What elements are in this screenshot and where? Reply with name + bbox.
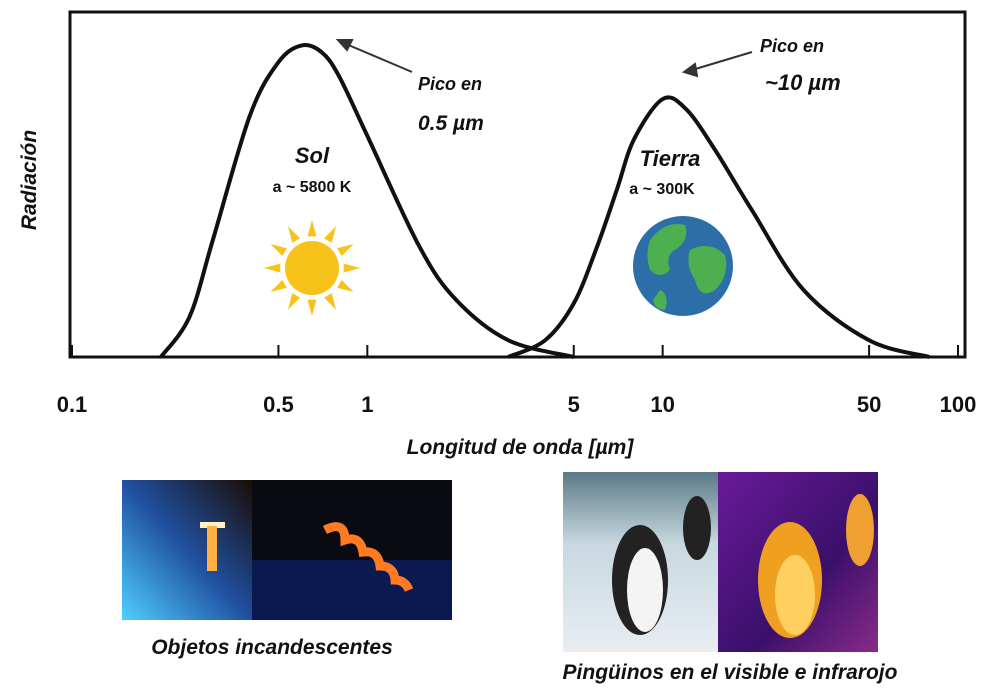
sun-ray	[270, 280, 286, 292]
series-note: a ~ 300K	[629, 181, 695, 198]
sun-ray	[324, 226, 336, 242]
x-tick-label: 10	[650, 392, 674, 417]
series-label: Sol	[295, 143, 330, 168]
annotation: Pico en	[760, 36, 824, 56]
earth-icon	[633, 216, 733, 316]
annotation: 0.5 µm	[418, 112, 484, 135]
plot-frame	[70, 12, 965, 357]
sun-ray	[288, 293, 300, 309]
y-axis-label: Radiación	[18, 130, 41, 230]
sun-ray	[308, 300, 317, 316]
x-tick-label: 50	[857, 392, 881, 417]
x-tick-label: 5	[568, 392, 580, 417]
series-note: a ~ 5800 K	[273, 179, 352, 196]
image-caption: Pingüinos en el visible e infrarojo	[563, 661, 898, 684]
x-tick-label: 0.1	[57, 392, 88, 417]
x-axis-label: Longitud de onda [µm]	[407, 436, 635, 459]
sun-icon	[264, 220, 360, 316]
sun-ray	[344, 264, 360, 273]
spectrum-curve	[508, 97, 929, 357]
image-incandescent	[122, 480, 452, 620]
sun-ray	[288, 226, 300, 242]
spectrum-curve	[161, 45, 574, 357]
image-penguins	[563, 472, 878, 652]
sun-ray	[337, 244, 353, 256]
sun-ray	[308, 220, 317, 236]
sun-ray	[337, 280, 353, 292]
x-tick-label: 0.5	[263, 392, 294, 417]
x-tick-label: 100	[940, 392, 977, 417]
sun-ray	[270, 244, 286, 256]
annotation: Pico en	[418, 74, 482, 94]
annotation: ~10 µm	[765, 70, 841, 95]
chart: 0.1 0.5 1 5 10 50 100 Radiación Longitud de on…	[0, 0, 985, 688]
image-caption: Objetos incandescentes	[151, 636, 393, 659]
x-tick-label: 1	[361, 392, 373, 417]
arrows	[338, 40, 752, 76]
sun-ray	[264, 264, 280, 273]
sun-ray	[324, 293, 336, 309]
series-label: Tierra	[640, 146, 701, 171]
